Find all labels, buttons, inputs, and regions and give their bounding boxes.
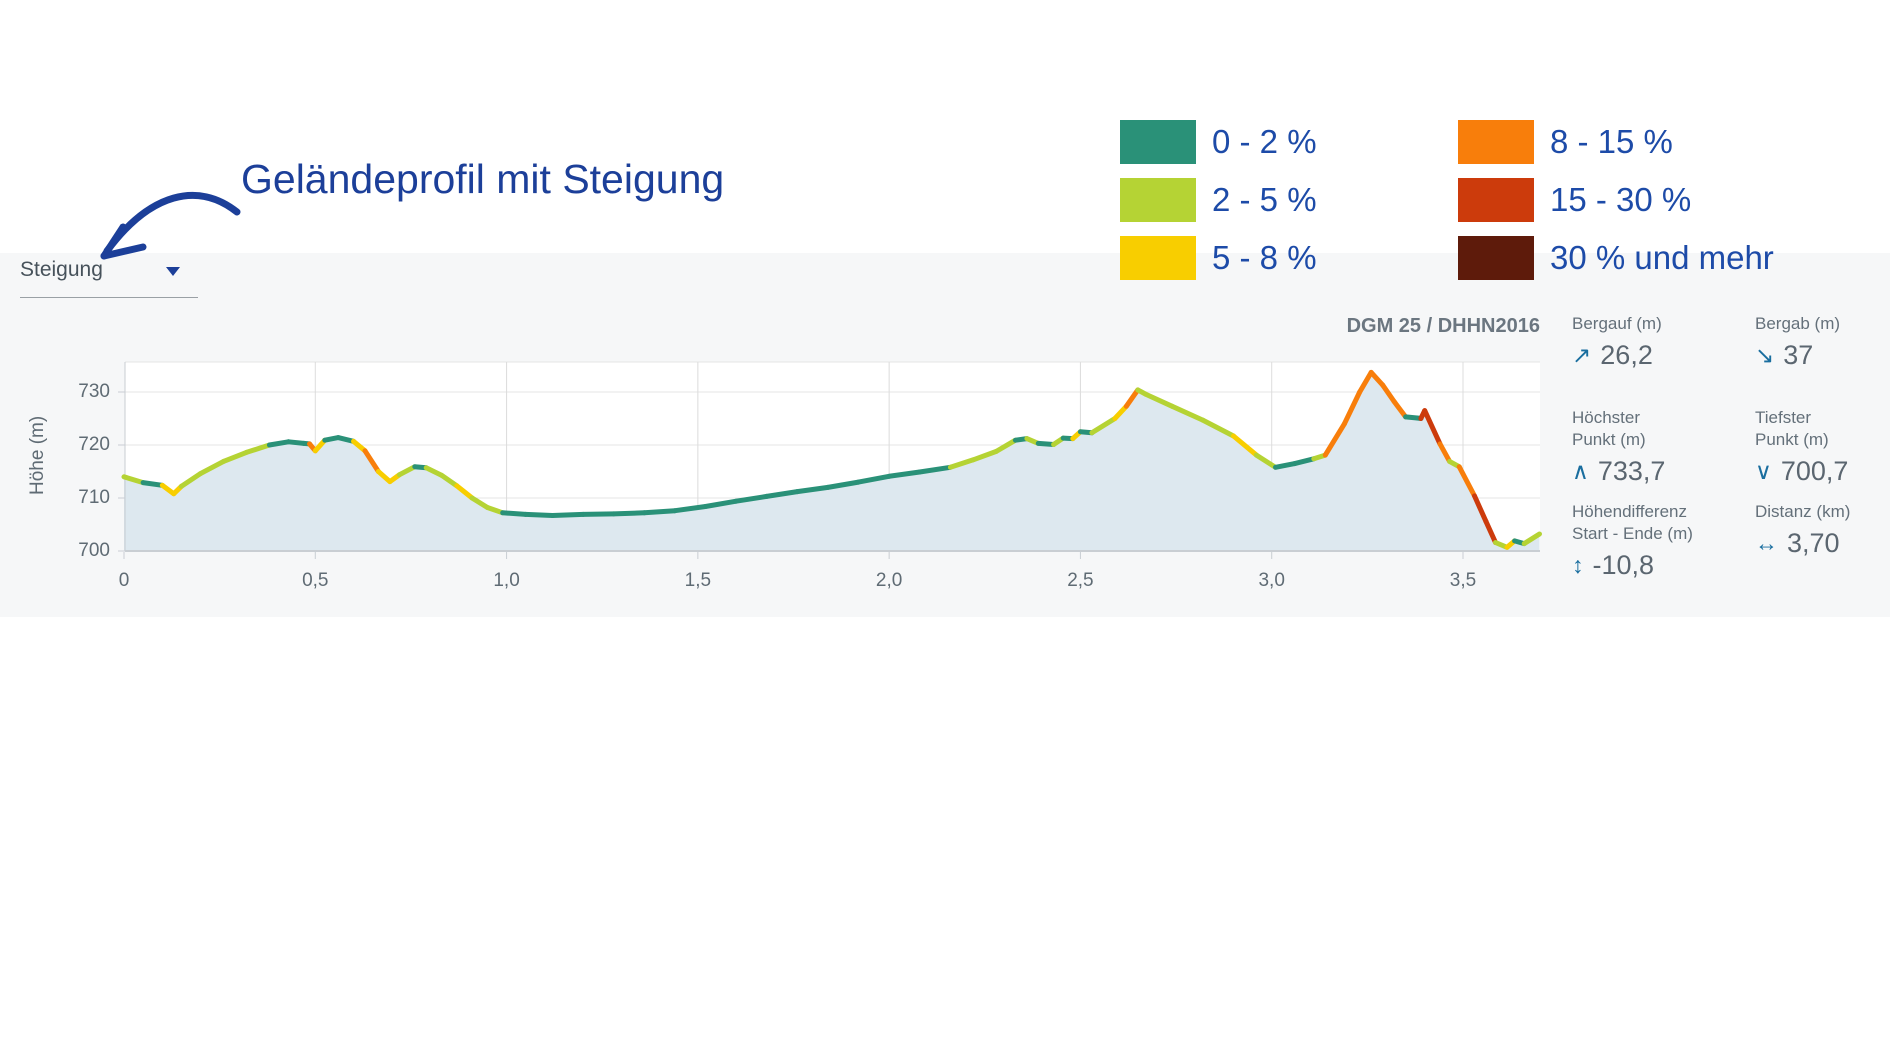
stat-value: 3,70 — [1787, 528, 1840, 558]
elevation-model-source-label: DGM 25 / DHHN2016 — [1346, 315, 1540, 337]
y-axis-title: Höhe (m) — [27, 415, 48, 495]
stat-value: 26,2 — [1600, 340, 1653, 370]
slope-dropdown[interactable]: Steigung — [20, 258, 198, 298]
stat-value: 733,7 — [1597, 456, 1666, 486]
stat-hoechster-punkt: Höchster Punkt (m) ∧ 733,7 — [1572, 408, 1666, 486]
y-tick-label: 710 — [78, 487, 110, 508]
dropdown-underline — [20, 297, 198, 298]
legend-swatch-30-plus — [1458, 236, 1534, 280]
chevron-up-icon: ∧ — [1572, 458, 1589, 484]
x-tick-label: 3,0 — [1258, 570, 1285, 591]
legend-swatch-5-8 — [1120, 236, 1196, 280]
legend-label: 30 % und mehr — [1550, 239, 1774, 276]
chart-plot-area[interactable] — [125, 362, 1540, 551]
legend-swatch-0-2 — [1120, 120, 1196, 164]
stat-bergauf: Bergauf (m) ↗ 26,2 — [1572, 314, 1662, 370]
legend-item-0-2: 0 - 2 % — [1120, 120, 1317, 164]
chevron-down-icon — [166, 267, 180, 276]
arrow-up-down-icon: ↕ — [1572, 552, 1584, 578]
legend-item-15-30: 15 - 30 % — [1458, 178, 1774, 222]
x-tick-label: 1,0 — [493, 570, 520, 591]
y-tick-label: 720 — [78, 434, 110, 455]
legend-item-5-8: 5 - 8 % — [1120, 236, 1317, 280]
stat-value: 37 — [1783, 340, 1814, 370]
legend-label: 8 - 15 % — [1550, 123, 1673, 160]
stat-value: -10,8 — [1592, 550, 1655, 580]
legend-swatch-2-5 — [1120, 178, 1196, 222]
legend-item-8-15: 8 - 15 % — [1458, 120, 1774, 164]
x-tick-label: 0,5 — [302, 570, 329, 591]
legend-label: 2 - 5 % — [1212, 181, 1317, 218]
legend-column-left: 0 - 2 % 2 - 5 % 5 - 8 % — [1120, 120, 1317, 294]
x-tick-label: 3,5 — [1449, 570, 1477, 591]
legend-swatch-8-15 — [1458, 120, 1534, 164]
legend-column-right: 8 - 15 % 15 - 30 % 30 % und mehr — [1458, 120, 1774, 294]
y-tick-label: 730 — [78, 381, 110, 402]
stat-distanz: Distanz (km) ↔ 3,70 — [1755, 502, 1851, 558]
stat-bergab: Bergab (m) ↘ 37 — [1755, 314, 1841, 370]
x-tick-label: 2,5 — [1067, 570, 1094, 591]
arrow-left-right-icon: ↔ — [1755, 530, 1778, 556]
legend-item-2-5: 2 - 5 % — [1120, 178, 1317, 222]
legend-label: 15 - 30 % — [1550, 181, 1692, 218]
x-tick-label: 0 — [118, 570, 130, 591]
arrow-down-right-icon: ↘ — [1755, 342, 1775, 368]
chevron-down-icon: ∨ — [1755, 458, 1772, 484]
stat-value: 700,7 — [1780, 456, 1849, 486]
x-tick-label: 2,0 — [875, 570, 903, 591]
legend-swatch-15-30 — [1458, 178, 1534, 222]
slope-dropdown-label: Steigung — [20, 258, 103, 281]
x-tick-label: 1,5 — [684, 570, 712, 591]
legend-label: 0 - 2 % — [1212, 123, 1317, 160]
arrow-up-right-icon: ↗ — [1572, 342, 1592, 368]
stat-tiefster-punkt: Tiefster Punkt (m) ∨ 700,7 — [1755, 408, 1849, 486]
stat-hoehendifferenz: Höhendifferenz Start - Ende (m) ↕ -10,8 — [1572, 502, 1693, 580]
legend-label: 5 - 8 % — [1212, 239, 1317, 276]
annotation-title: Geländeprofil mit Steigung — [241, 156, 725, 202]
y-tick-label: 700 — [78, 540, 110, 561]
legend-item-30-plus: 30 % und mehr — [1458, 236, 1774, 280]
